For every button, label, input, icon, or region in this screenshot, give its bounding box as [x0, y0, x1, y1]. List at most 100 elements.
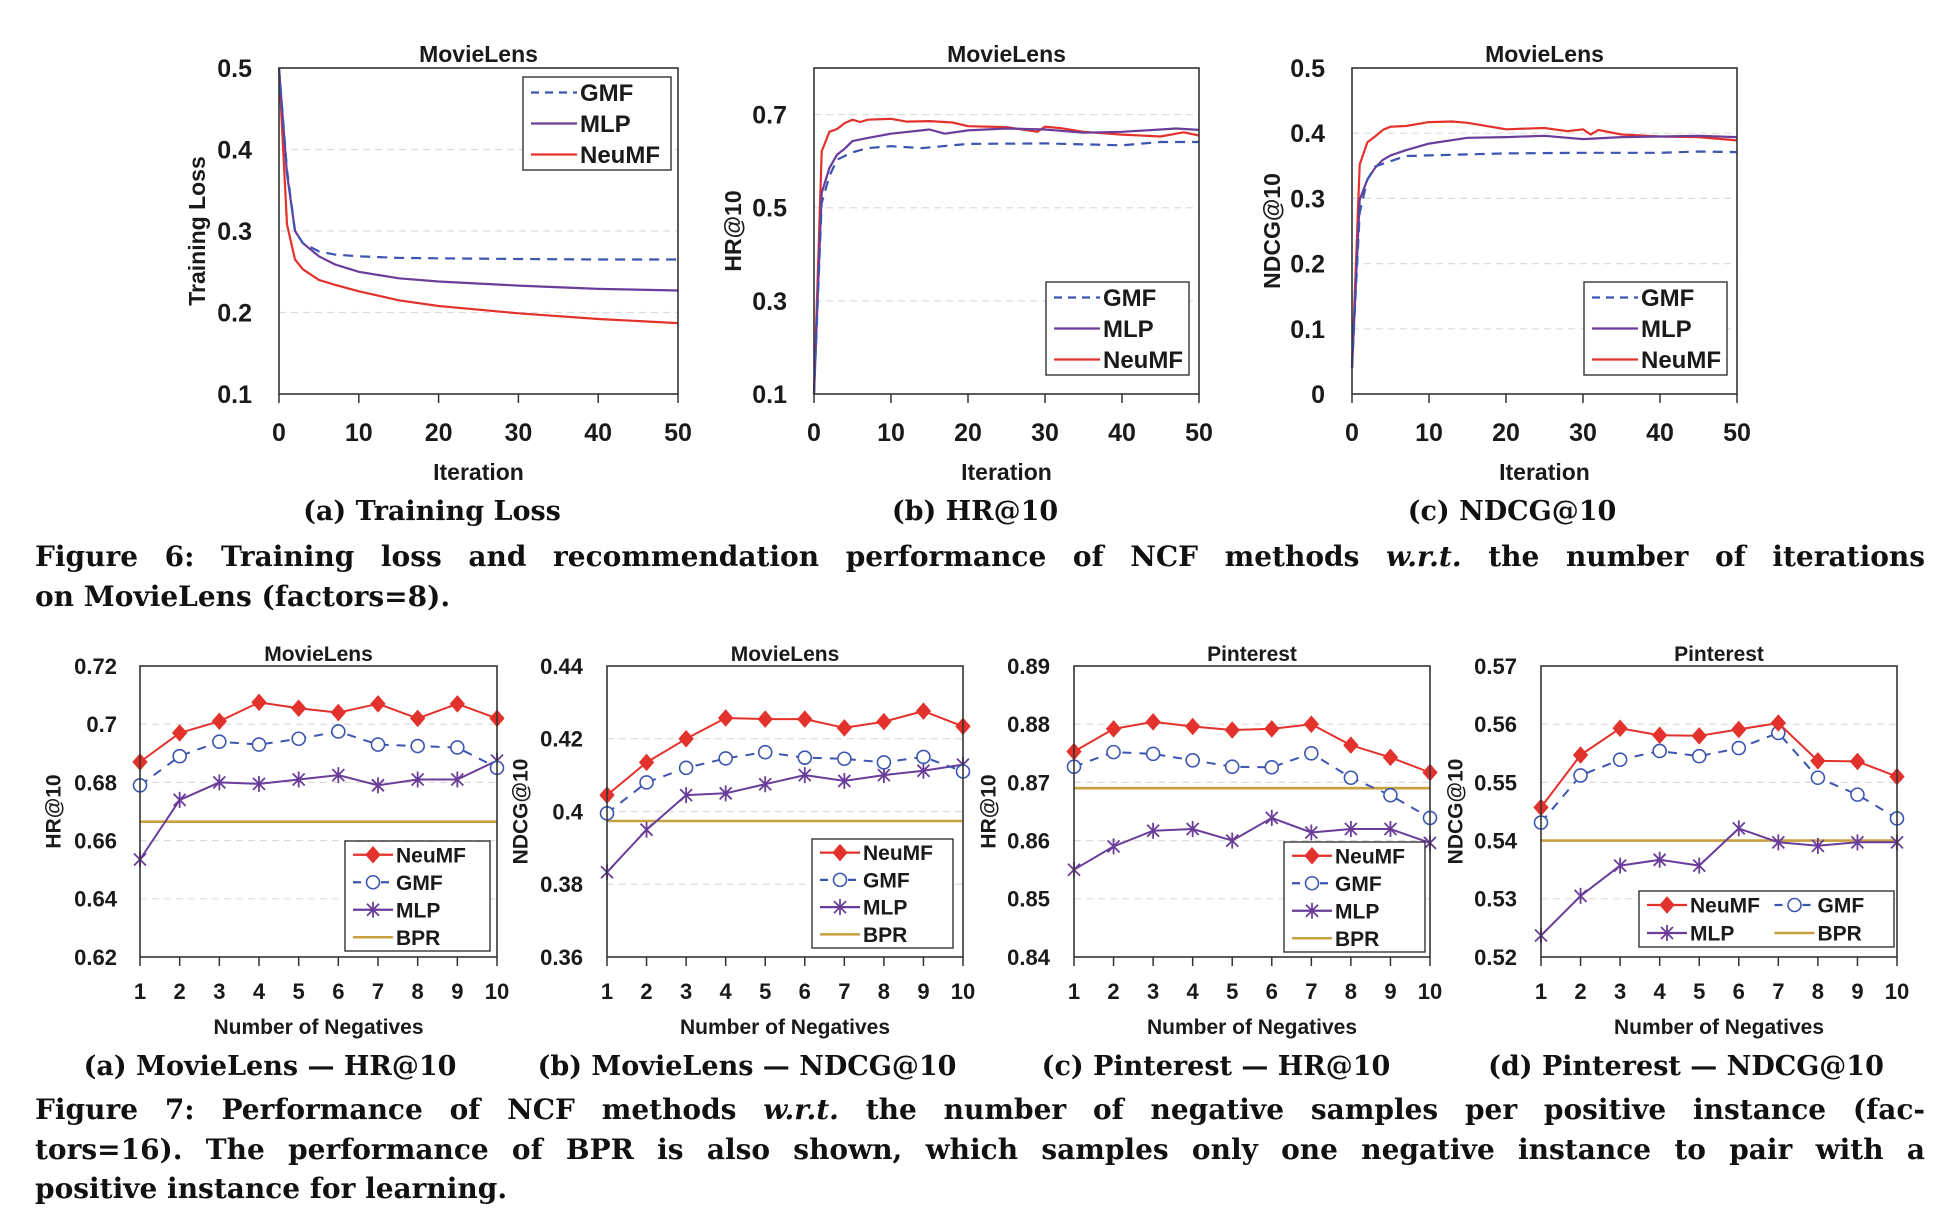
plot-frame	[1540, 665, 1898, 958]
legend-marker-icon	[1304, 846, 1320, 865]
series-line	[1540, 722, 1898, 809]
series-line	[1073, 751, 1431, 819]
chart-7: 0.52 0.53 0.54 0.55 0.56 0.57 1 2 3 4 5 6 7 8 9 10 Pinte…	[1444, 643, 1909, 1039]
x-tick-label: 1	[1068, 979, 1080, 1004]
series-line	[1540, 827, 1897, 937]
y-tick-label: 0.38	[540, 872, 583, 897]
y-tick-label: 0.7	[752, 102, 787, 130]
legend-box	[1638, 890, 1895, 948]
legend-marker-icon	[365, 874, 381, 890]
chart-title: MovieLens	[1485, 41, 1604, 67]
data-point	[797, 750, 813, 765]
y-tick-label: 0.4	[552, 799, 583, 824]
plot-frame	[139, 665, 498, 958]
data-point	[172, 724, 188, 742]
legend-marker-icon	[1787, 897, 1802, 913]
x-tick-label: 2	[1107, 979, 1119, 1004]
x-tick-label: 0	[272, 419, 286, 447]
x-axis-label: Iteration	[433, 459, 524, 485]
series-line	[139, 759, 498, 861]
data-point	[1770, 714, 1786, 732]
legend-label: MLP	[1335, 900, 1379, 923]
x-tick-label: 1	[1535, 979, 1547, 1004]
data-point	[797, 710, 813, 728]
legend-box	[811, 838, 954, 949]
caption-text: w.r.t.	[763, 1093, 839, 1126]
legend-label: MLP	[396, 899, 440, 922]
figure6-caption-line: on MovieLens (factors=8).	[35, 580, 1925, 613]
data-point	[331, 767, 345, 784]
data-point	[1105, 720, 1122, 738]
x-tick-label: 6	[799, 979, 811, 1004]
data-point	[837, 772, 851, 789]
series-gmf	[132, 724, 505, 793]
x-axis-label: Iteration	[961, 459, 1052, 485]
data-point	[916, 749, 931, 765]
figure6-caption-line: Figure 6: Training loss and recommendati…	[35, 540, 1925, 573]
series-line	[812, 140, 1199, 395]
y-tick-label: 0.4	[217, 137, 252, 165]
data-point	[1343, 770, 1359, 786]
series-mlp	[1067, 809, 1437, 878]
series-line	[606, 763, 964, 873]
data-point	[1264, 759, 1280, 775]
data-point	[1224, 759, 1240, 774]
legend: NeuMF GMF MLP BPR	[1283, 841, 1426, 953]
data-point	[411, 771, 425, 788]
data-point	[1732, 820, 1746, 837]
x-tick-label: 50	[664, 419, 692, 447]
data-point	[1106, 838, 1121, 855]
data-point	[757, 744, 773, 760]
chart-title: Pinterest	[1674, 643, 1764, 666]
y-tick-label: 0.4	[1290, 120, 1325, 148]
series-line	[139, 730, 498, 787]
x-tick-label: 8	[878, 979, 890, 1004]
y-tick-label: 0.2	[217, 300, 252, 328]
legend-label: NeuMF	[863, 842, 933, 865]
caption-text: positive instance for learning.	[35, 1172, 508, 1205]
data-point	[212, 774, 226, 791]
series-mlp	[133, 752, 504, 868]
legend-marker-icon	[832, 843, 848, 862]
y-tick-label: 0.1	[752, 381, 787, 409]
data-point	[1653, 851, 1667, 868]
figure7-caption-line: Figure 7: Performance of NCF methods w.r…	[35, 1093, 1925, 1126]
x-axis-label: Number of Negatives	[213, 1016, 423, 1039]
legend-box	[344, 840, 491, 952]
series-neumf	[1533, 714, 1905, 817]
x-tick-label: 30	[1031, 419, 1059, 447]
legend-marker-icon	[365, 845, 381, 864]
x-tick-label: 40	[1108, 419, 1136, 447]
data-point	[251, 693, 267, 712]
y-tick-label: 0.3	[1290, 185, 1325, 213]
data-point	[212, 734, 227, 749]
data-point	[292, 771, 306, 788]
data-point	[1573, 887, 1588, 904]
data-point	[173, 791, 187, 808]
x-tick-label: 40	[584, 419, 612, 447]
series-line	[606, 751, 964, 815]
legend-label: NeuMF	[1335, 845, 1405, 868]
series-mlp	[812, 127, 1200, 395]
legend-label: NeuMF	[396, 844, 466, 867]
subfigure-caption: (b) HR@10	[891, 496, 1059, 527]
x-axis-label: Iteration	[1499, 459, 1590, 485]
y-axis-label: Training Loss	[184, 156, 210, 306]
chart-title: Pinterest	[1207, 643, 1297, 666]
y-tick-label: 0	[1311, 381, 1325, 409]
plot-frame	[1351, 67, 1738, 395]
data-point	[877, 767, 891, 784]
y-axis-label: HR@10	[977, 774, 1000, 848]
series-line	[139, 701, 498, 763]
x-tick-label: 30	[1569, 419, 1597, 447]
legend-label: GMF	[1103, 285, 1156, 312]
data-point	[450, 740, 465, 755]
x-tick-label: 8	[1812, 979, 1824, 1004]
x-tick-label: 8	[412, 979, 424, 1004]
series-gmf	[812, 140, 1199, 395]
series-line	[1540, 731, 1898, 824]
y-tick-label: 0.5	[752, 195, 787, 223]
legend-label: MLP	[1103, 316, 1154, 343]
data-point	[1573, 768, 1588, 783]
data-point	[639, 775, 654, 790]
